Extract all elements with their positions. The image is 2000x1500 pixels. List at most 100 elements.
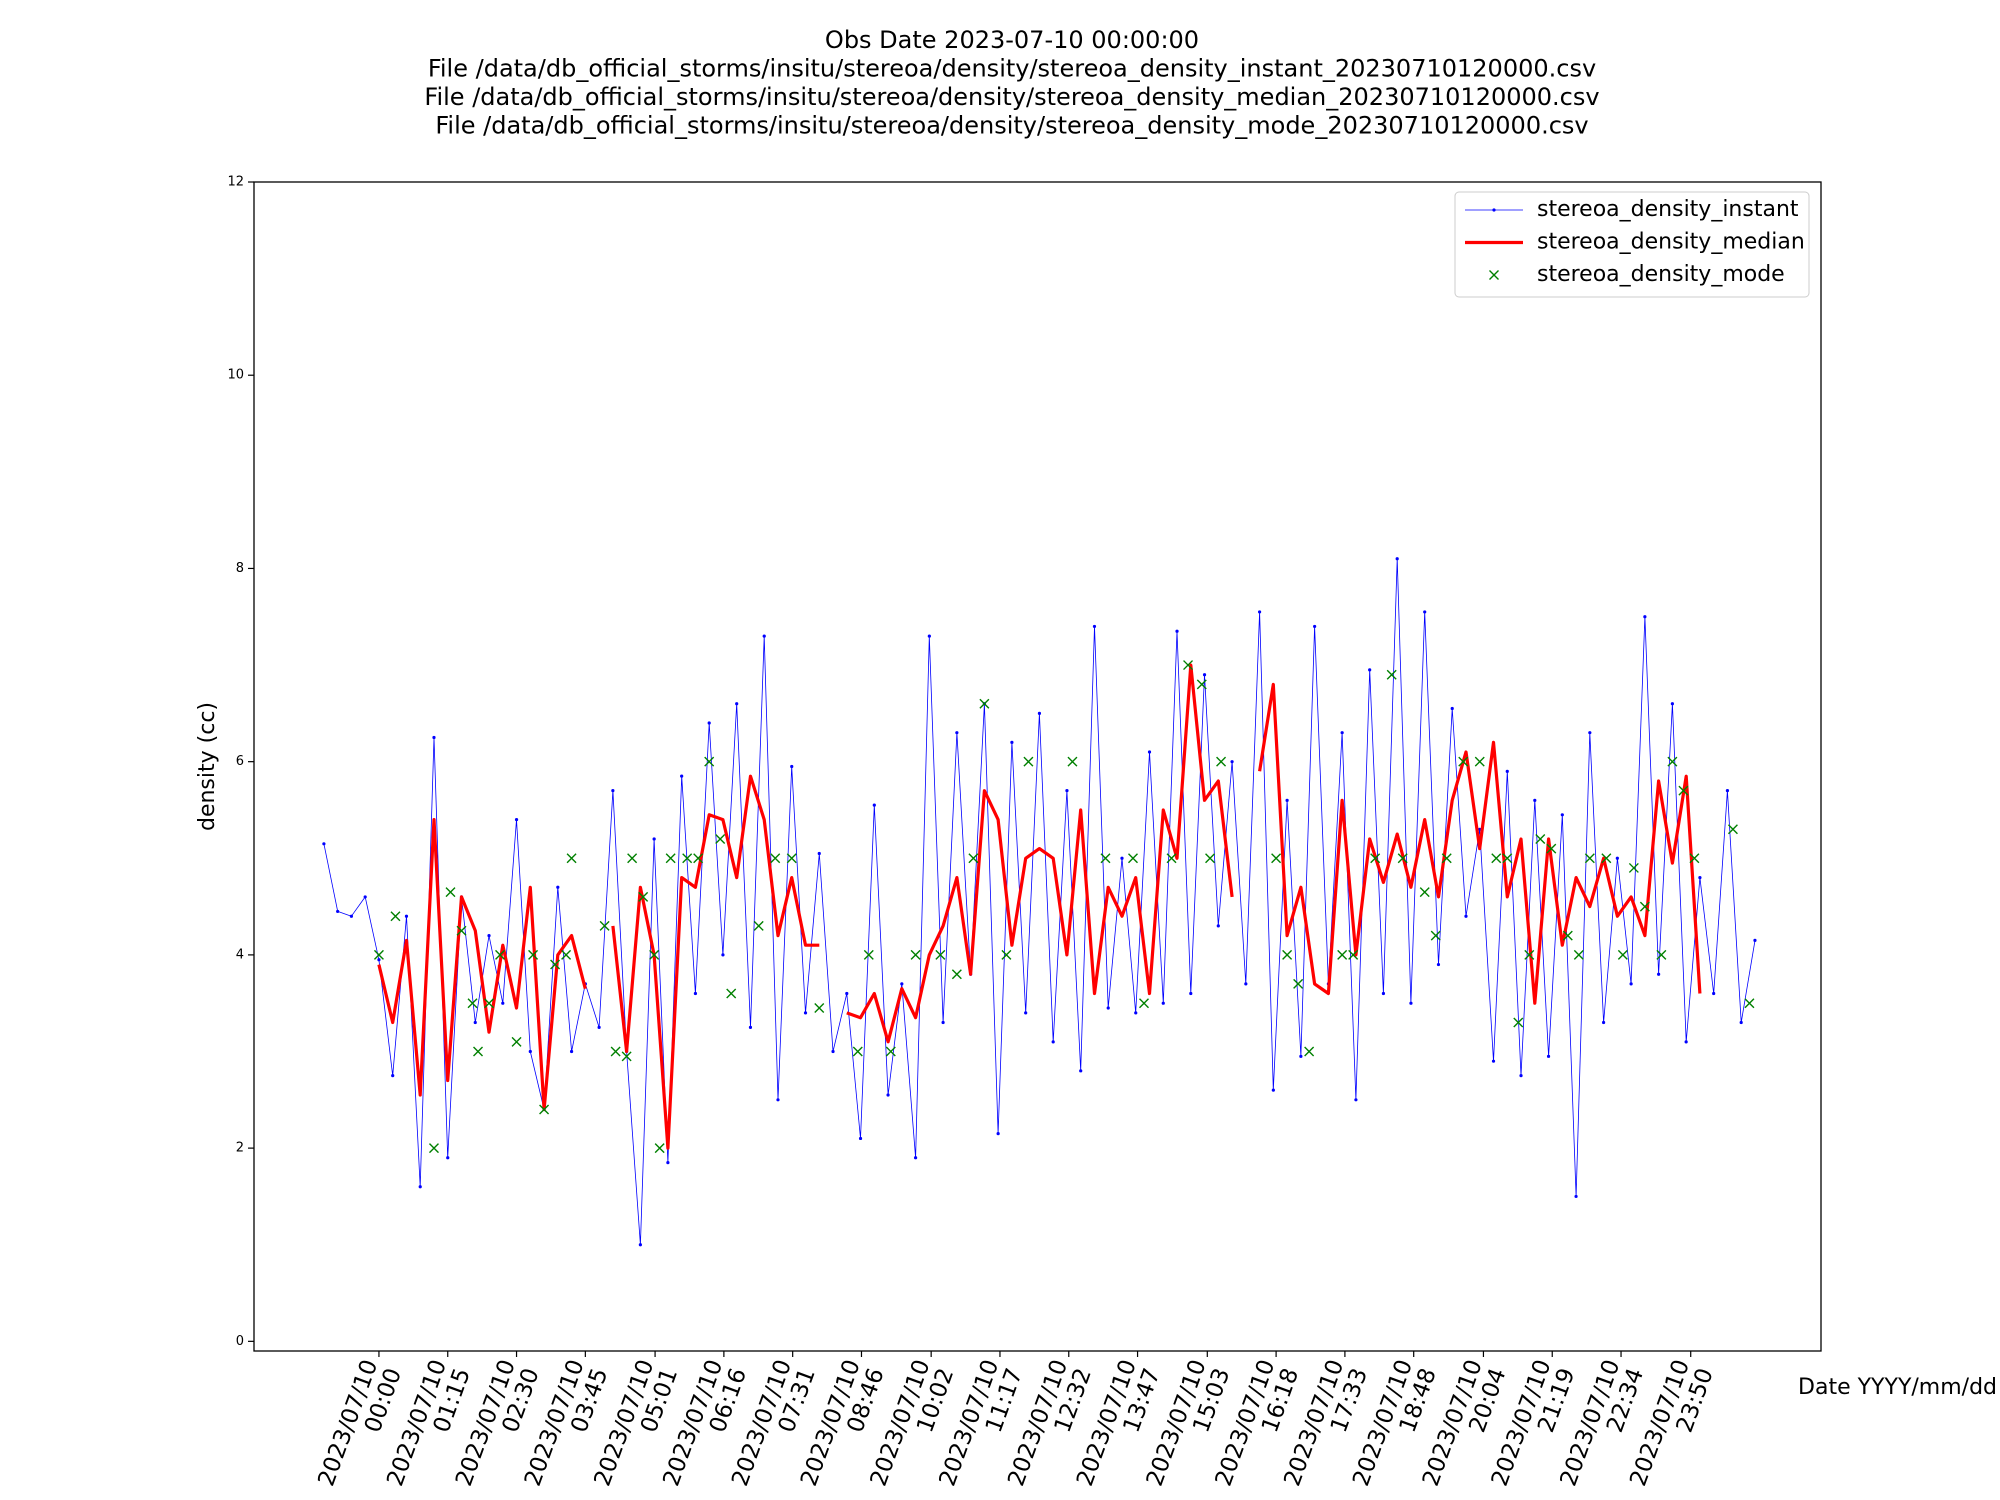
- series-point: [762, 634, 766, 638]
- mode-marker: [1584, 853, 1595, 864]
- mode-marker: [1282, 949, 1293, 960]
- series-point: [1533, 798, 1537, 802]
- series-point: [638, 1243, 642, 1247]
- series-point: [1464, 914, 1468, 918]
- series-point: [1230, 760, 1234, 764]
- series-point: [487, 933, 491, 938]
- series-point: [831, 1049, 835, 1054]
- mode-marker: [665, 853, 676, 864]
- y-tick-label: 12: [227, 175, 244, 190]
- series-point: [1491, 1059, 1496, 1063]
- mode-marker: [1348, 949, 1359, 960]
- mode-marker: [1535, 833, 1546, 844]
- mode-marker: [726, 988, 737, 999]
- mode-marker: [885, 1046, 896, 1057]
- series-point: [913, 1156, 918, 1160]
- mode-marker: [979, 698, 990, 709]
- series-point: [1657, 972, 1661, 976]
- series-point: [1065, 789, 1069, 793]
- series-point: [322, 842, 326, 846]
- series-point: [1175, 629, 1179, 633]
- series-point: [707, 721, 711, 725]
- mode-marker: [1397, 853, 1408, 864]
- series-point: [556, 885, 560, 889]
- series-point: [1189, 991, 1193, 996]
- series-point: [418, 1185, 422, 1189]
- mode-marker: [528, 949, 539, 960]
- mode-marker: [910, 949, 921, 960]
- mode-marker: [495, 949, 506, 960]
- series-point: [514, 818, 519, 822]
- mode-marker: [484, 998, 495, 1009]
- mode-marker: [428, 1143, 439, 1154]
- series-point: [748, 1025, 753, 1029]
- chart-title: Obs Date 2023-07-10 00:00:00: [825, 26, 1199, 54]
- mode-marker: [1067, 756, 1078, 767]
- mode-marker: [1727, 824, 1738, 835]
- series-point: [941, 1020, 945, 1025]
- series-point: [1106, 1006, 1110, 1010]
- plot-frame: [253, 181, 1822, 1352]
- series-point: [1381, 991, 1386, 996]
- mode-marker: [1271, 853, 1282, 864]
- mode-marker: [445, 887, 456, 898]
- mode-marker: [852, 1046, 863, 1057]
- series-point: [735, 702, 739, 706]
- y-axis-label: density (cc): [195, 702, 220, 831]
- mode-marker: [1304, 1046, 1315, 1057]
- series-point: [597, 1025, 601, 1029]
- series-point: [1079, 1069, 1083, 1073]
- mode-marker: [1639, 901, 1650, 912]
- mode-marker: [467, 998, 478, 1009]
- chart-title: File /data/db_official_storms/insitu/ste…: [435, 112, 1588, 140]
- y-tick-label: 0: [236, 1334, 244, 1349]
- series-point: [693, 991, 698, 996]
- series-point: [1051, 1040, 1055, 1044]
- series-point: [680, 774, 684, 778]
- mode-marker: [539, 1104, 550, 1115]
- series-point: [1588, 731, 1592, 735]
- mode-marker: [704, 756, 715, 767]
- mode-marker: [753, 920, 764, 931]
- mode-marker: [1419, 887, 1430, 898]
- series-point: [528, 1049, 532, 1054]
- series-point: [1161, 1001, 1165, 1005]
- series-point: [1629, 982, 1633, 986]
- mode-marker: [1001, 949, 1012, 960]
- mode-marker: [1441, 853, 1452, 864]
- series-point: [886, 1093, 890, 1097]
- mode-marker: [715, 833, 726, 844]
- series-point: [349, 914, 354, 918]
- series-point: [1739, 1020, 1743, 1025]
- legend-label: stereoa_density_median: [1537, 230, 1805, 255]
- mode-marker: [693, 853, 704, 864]
- series-point: [858, 1136, 863, 1141]
- series-point: [391, 1074, 395, 1078]
- legend-label: stereoa_density_instant: [1537, 197, 1799, 222]
- series-point: [817, 851, 821, 856]
- mode-marker: [566, 853, 577, 864]
- series-point: [336, 909, 340, 914]
- mode-marker: [1205, 853, 1216, 864]
- mode-marker: [1023, 756, 1034, 767]
- series-point: [501, 1001, 505, 1005]
- mode-marker: [390, 911, 401, 922]
- series-point: [1354, 1098, 1358, 1102]
- mode-marker: [456, 925, 467, 936]
- mode-marker: [935, 949, 946, 960]
- series-point: [473, 1020, 477, 1025]
- mode-marker: [1667, 756, 1678, 767]
- series-line: [377, 818, 587, 1112]
- mode-marker: [1678, 785, 1689, 796]
- series-point: [1684, 1040, 1688, 1044]
- mode-marker: [968, 853, 979, 864]
- mode-marker: [1689, 853, 1700, 864]
- x-axis-label: Date YYYY/mm/dd: [1798, 1375, 1997, 1400]
- series-point: [955, 731, 959, 735]
- series-point: [1519, 1074, 1523, 1078]
- chart-title: File /data/db_official_storms/insitu/ste…: [424, 83, 1599, 111]
- mode-marker: [1196, 679, 1207, 690]
- y-tick-label: 4: [236, 947, 244, 962]
